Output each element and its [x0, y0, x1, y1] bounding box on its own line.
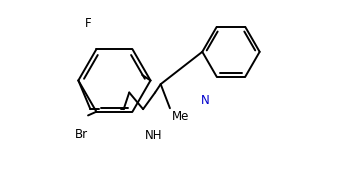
- Text: Me: Me: [172, 110, 189, 123]
- Text: N: N: [201, 94, 210, 107]
- Text: NH: NH: [145, 130, 162, 142]
- Text: Br: Br: [74, 128, 88, 141]
- Text: F: F: [85, 17, 91, 30]
